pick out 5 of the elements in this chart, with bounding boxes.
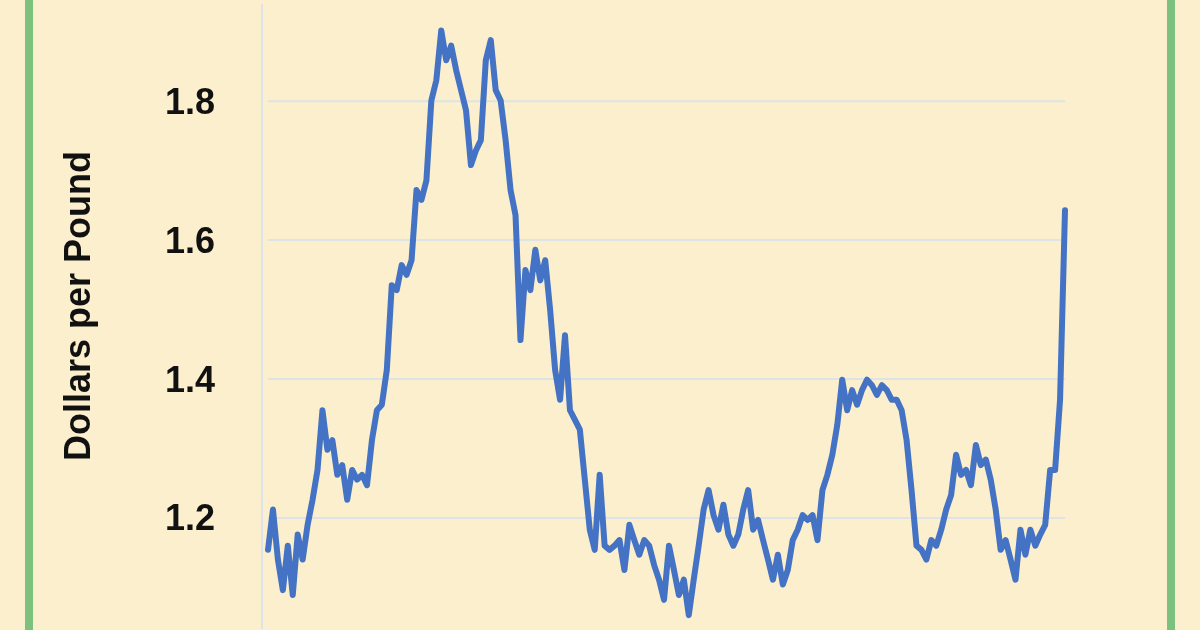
y-tick-label: 1.4 [164, 358, 215, 400]
y-tick-label: 1.6 [164, 219, 215, 261]
y-tick-label: 1.2 [164, 497, 215, 539]
y-tick-label: 1.8 [164, 80, 215, 122]
y-axis-title: Dollars per Pound [57, 150, 98, 462]
